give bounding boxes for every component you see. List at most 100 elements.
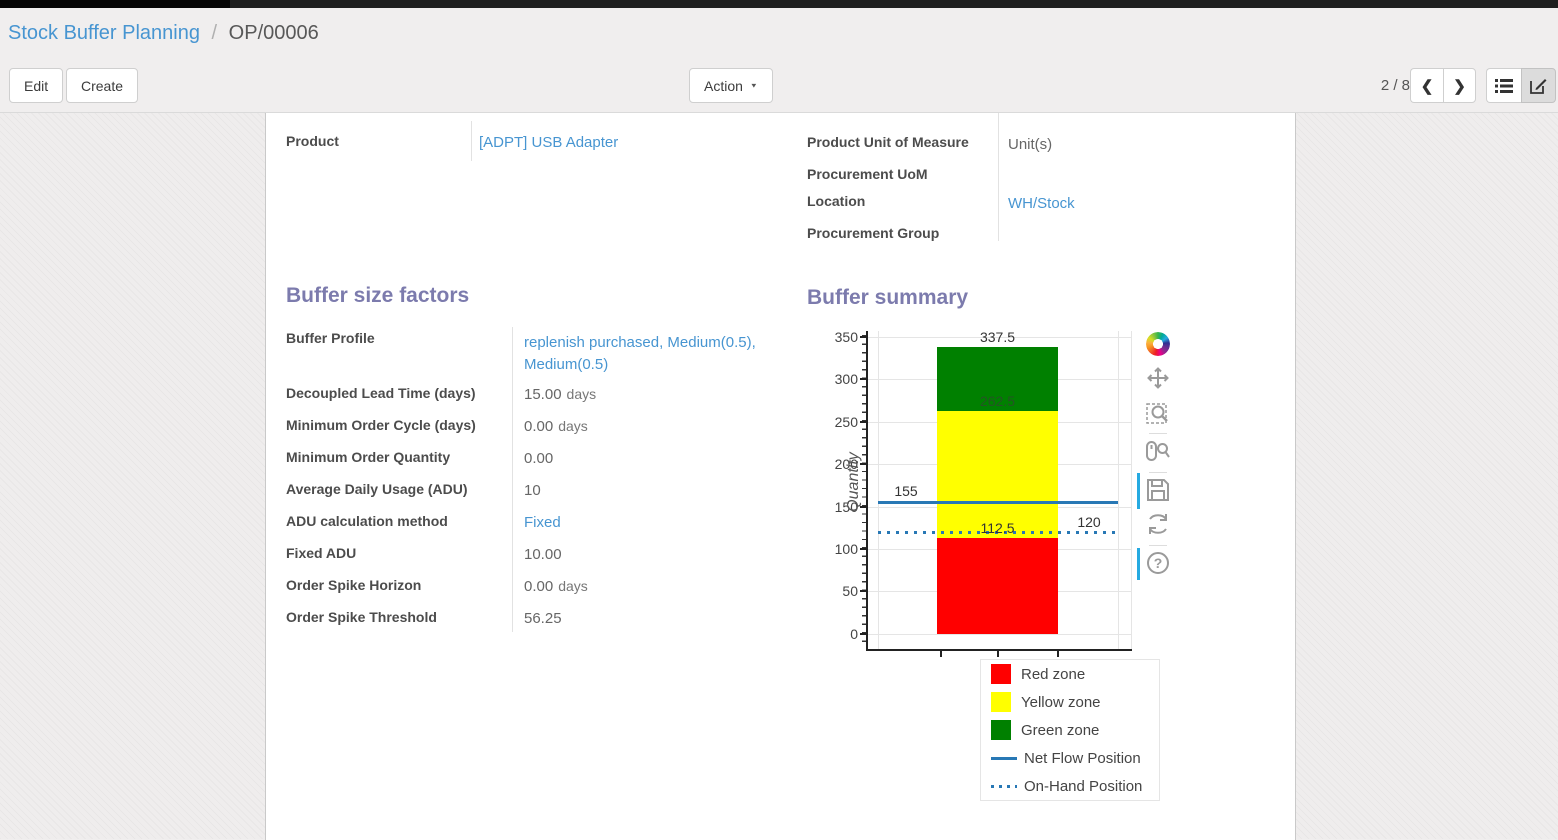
dotted-line-swatch — [991, 784, 1017, 788]
adu-label: Average Daily Usage (ADU) — [286, 481, 468, 497]
breadcrumb-separator: / — [211, 22, 218, 44]
gridline — [878, 331, 879, 649]
adu-method-value-link[interactable]: Fixed — [524, 514, 561, 531]
pager-counter: 2 / 8 — [1380, 77, 1410, 94]
bokeh-logo[interactable] — [1145, 331, 1171, 357]
legend-item-yellow-zone: Yellow zone — [981, 688, 1159, 716]
legend-item-net-flow: Net Flow Position — [981, 744, 1159, 772]
buffer-summary-title: Buffer summary — [807, 286, 969, 309]
x-axis — [866, 649, 1132, 651]
chevron-right-icon: ❯ — [1453, 77, 1466, 95]
list-view-button[interactable] — [1486, 68, 1521, 103]
min-order-qty-value: 0.00 — [524, 450, 554, 467]
separator — [471, 121, 472, 161]
green-swatch — [991, 720, 1011, 740]
chevron-left-icon: ❮ — [1420, 77, 1434, 95]
form-background: My Company Product [ADPT] USB Adapter Pr… — [0, 112, 1558, 840]
action-dropdown-button[interactable]: Action ▼ — [689, 68, 773, 103]
product-uom-label: Product Unit of Measure — [807, 134, 969, 150]
y-tick-label: 200 — [834, 456, 858, 472]
chart-legend: Red zone Yellow zone Green zone Net Flow… — [980, 659, 1160, 801]
top-navbar — [0, 0, 1558, 8]
caret-down-icon: ▼ — [749, 81, 758, 90]
buffer-size-factors-title: Buffer size factors — [286, 284, 470, 307]
breadcrumb: Stock Buffer Planning / OP/00006 — [8, 22, 319, 45]
green-zone-bar — [937, 347, 1058, 411]
min-order-cycle-value: 0.00 days — [524, 418, 588, 435]
order-spike-horizon-label: Order Spike Horizon — [286, 577, 422, 593]
location-label: Location — [807, 193, 866, 209]
decoupled-lead-time-label: Decoupled Lead Time (days) — [286, 385, 476, 401]
unit-suffix: days — [566, 386, 597, 402]
toolbar-divider — [1149, 545, 1167, 546]
separator — [998, 113, 999, 241]
pager-next-button[interactable]: ❯ — [1443, 68, 1476, 103]
buffer-profile-label: Buffer Profile — [286, 330, 375, 346]
red-zone-bar — [937, 538, 1058, 634]
unit-suffix: days — [558, 578, 588, 594]
unit-suffix: days — [558, 418, 588, 434]
yellow-swatch — [991, 692, 1011, 712]
pager-buttons: ❮ ❯ — [1410, 68, 1476, 103]
procurement-uom-label: Procurement UoM — [807, 166, 928, 182]
min-order-cycle-label: Minimum Order Cycle (days) — [286, 417, 476, 433]
list-icon — [1495, 78, 1513, 93]
on-hand-position-line — [878, 531, 1118, 534]
chart-toolbar: ? — [1137, 327, 1171, 584]
net-flow-value: 155 — [894, 483, 918, 499]
legend-item-on-hand: On-Hand Position — [981, 772, 1159, 800]
fixed-adu-label: Fixed ADU — [286, 545, 357, 561]
adu-value: 10 — [524, 482, 541, 499]
help-icon[interactable]: ? — [1145, 550, 1171, 576]
green-top-value: 337.5 — [979, 329, 1016, 345]
gridline — [1131, 331, 1132, 649]
fixed-adu-value: 10.00 — [524, 546, 562, 563]
red-top-value: 112.5 — [980, 520, 1015, 536]
create-button[interactable]: Create — [66, 68, 139, 103]
gridline — [867, 634, 1131, 635]
box-zoom-icon[interactable] — [1145, 399, 1171, 425]
buffer-profile-value-link[interactable]: replenish purchased, Medium(0.5), Medium… — [524, 334, 756, 373]
pencil-square-icon — [1530, 79, 1547, 94]
y-tick-label: 150 — [834, 499, 858, 515]
net-flow-position-line — [878, 501, 1118, 504]
form-sheet: My Company Product [ADPT] USB Adapter Pr… — [265, 113, 1296, 840]
y-minor-ticks — [862, 335, 866, 647]
form-view-button[interactable] — [1521, 68, 1556, 103]
gridline — [867, 337, 1131, 338]
save-icon[interactable] — [1145, 477, 1171, 503]
breadcrumb-record: OP/00006 — [228, 22, 319, 44]
reset-icon[interactable] — [1145, 511, 1171, 537]
y-tick-label: 0 — [850, 626, 858, 642]
gridline — [1118, 331, 1119, 649]
product-value-link[interactable]: [ADPT] USB Adapter — [479, 134, 619, 151]
y-axis — [866, 331, 868, 651]
legend-item-green-zone: Green zone — [981, 716, 1159, 744]
pager-previous-button[interactable]: ❮ — [1410, 68, 1443, 103]
y-tick-label: 250 — [834, 414, 858, 430]
action-label: Action — [704, 77, 743, 94]
edit-button[interactable]: Edit — [9, 68, 64, 103]
order-spike-horizon-value: 0.00 days — [524, 578, 588, 595]
order-spike-threshold-label: Order Spike Threshold — [286, 609, 437, 625]
separator — [512, 327, 513, 632]
on-hand-value: 120 — [1077, 514, 1101, 530]
procurement-group-label: Procurement Group — [807, 225, 940, 241]
wheel-zoom-icon[interactable] — [1145, 438, 1171, 464]
toolbar-divider — [1149, 433, 1167, 434]
red-swatch — [991, 664, 1011, 684]
breadcrumb-section-link[interactable]: Stock Buffer Planning — [8, 22, 200, 44]
legend-item-red-zone: Red zone — [981, 660, 1159, 688]
product-uom-value: Unit(s) — [1008, 136, 1053, 153]
navbar-brand-segment — [0, 0, 230, 8]
order-spike-threshold-value: 56.25 — [524, 610, 562, 627]
active-tool-indicator — [1137, 473, 1140, 509]
solid-line-swatch — [991, 756, 1017, 760]
control-panel: Stock Buffer Planning / OP/00006 Edit Cr… — [0, 8, 1558, 112]
y-axis-title: Quantity — [845, 452, 862, 512]
location-value-link[interactable]: WH/Stock — [1008, 195, 1075, 212]
product-label: Product — [286, 133, 339, 149]
yellow-top-value: 262.5 — [979, 393, 1016, 409]
pan-icon[interactable] — [1145, 365, 1171, 391]
